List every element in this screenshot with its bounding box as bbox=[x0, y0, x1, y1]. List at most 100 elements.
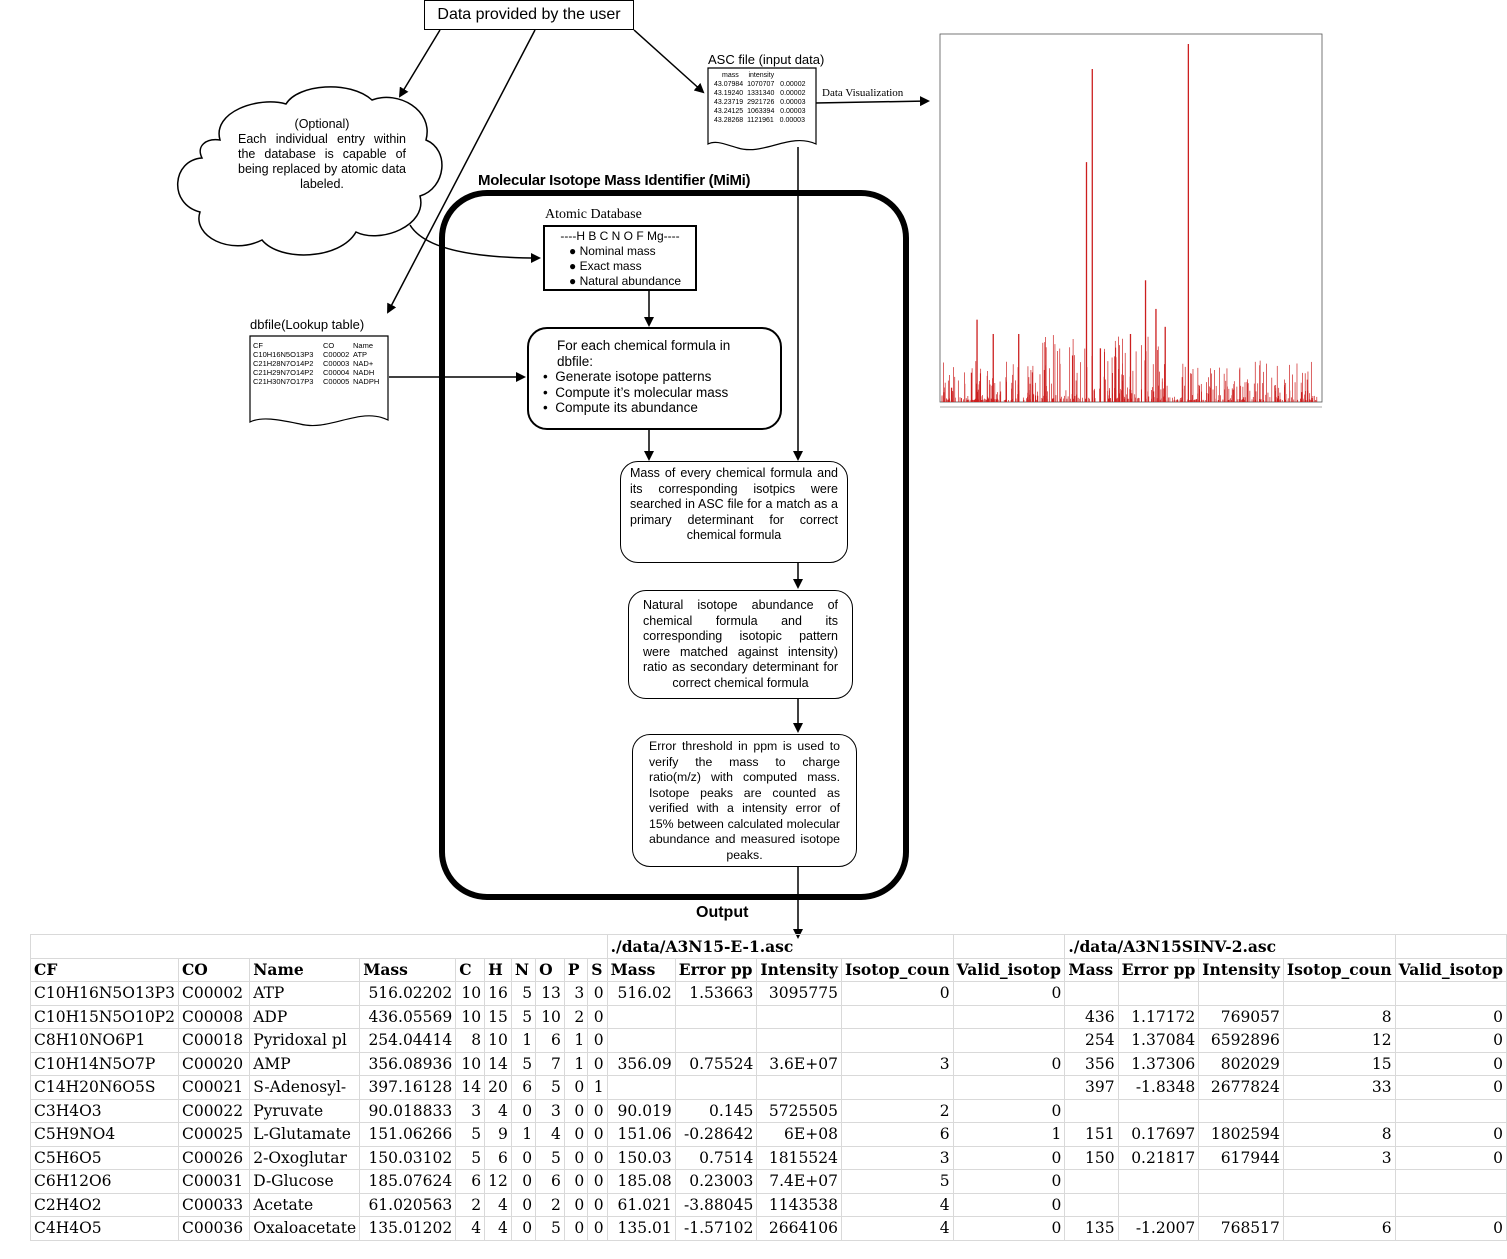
table-cell[interactable]: 2677824 bbox=[1198, 1075, 1284, 1100]
table-cell[interactable]: 14 bbox=[455, 1075, 486, 1100]
table-cell[interactable]: 0 bbox=[587, 1004, 608, 1029]
table-cell[interactable]: 0 bbox=[587, 1098, 608, 1123]
table-cell[interactable] bbox=[1198, 981, 1284, 1006]
table-cell[interactable]: 2664106 bbox=[756, 1216, 842, 1241]
table-cell[interactable]: 5725505 bbox=[756, 1098, 842, 1123]
table-cell[interactable]: 4 bbox=[484, 1192, 512, 1217]
table-cell[interactable] bbox=[1394, 981, 1507, 1006]
table-cell[interactable]: 7 bbox=[535, 1051, 565, 1076]
table-cell[interactable]: 90.019 bbox=[606, 1098, 676, 1123]
table-cell[interactable]: 0 bbox=[563, 1075, 589, 1100]
table-cell[interactable]: 16 bbox=[484, 981, 512, 1006]
table-cell[interactable]: C00002 bbox=[177, 981, 251, 1006]
table-cell[interactable]: 185.08 bbox=[606, 1169, 676, 1194]
table-cell[interactable]: 20 bbox=[484, 1075, 512, 1100]
table-cell[interactable]: 0 bbox=[1394, 1051, 1507, 1076]
table-cell[interactable]: D-Glucose bbox=[249, 1169, 361, 1194]
table-cell[interactable] bbox=[606, 1004, 676, 1029]
table-cell[interactable]: C00036 bbox=[177, 1216, 251, 1241]
table-cell[interactable]: 0 bbox=[587, 981, 608, 1006]
table-cell[interactable]: 436.05569 bbox=[359, 1004, 457, 1029]
table-cell[interactable]: 135.01202 bbox=[359, 1216, 457, 1241]
table-cell[interactable]: Acetate bbox=[249, 1192, 361, 1217]
table-cell[interactable]: 4 bbox=[484, 1216, 512, 1241]
table-cell[interactable] bbox=[952, 1028, 1066, 1053]
table-cell[interactable] bbox=[674, 1028, 758, 1053]
table-cell[interactable] bbox=[1282, 981, 1396, 1006]
table-cell[interactable]: 10 bbox=[455, 1004, 486, 1029]
table-cell[interactable]: 1 bbox=[563, 1028, 589, 1053]
table-cell[interactable]: 0 bbox=[952, 1192, 1066, 1217]
table-cell[interactable]: 151 bbox=[1064, 1122, 1119, 1147]
table-cell[interactable]: 3 bbox=[1282, 1145, 1396, 1170]
table-cell[interactable] bbox=[1198, 1169, 1284, 1194]
table-cell[interactable]: C00026 bbox=[177, 1145, 251, 1170]
table-cell[interactable]: 2 bbox=[535, 1192, 565, 1217]
table-cell[interactable]: 1 bbox=[510, 1122, 537, 1147]
table-cell[interactable]: 254 bbox=[1064, 1028, 1119, 1053]
table-cell[interactable]: C00031 bbox=[177, 1169, 251, 1194]
table-cell[interactable]: 254.04414 bbox=[359, 1028, 457, 1053]
table-cell[interactable]: 0 bbox=[1394, 1004, 1507, 1029]
table-cell[interactable]: 3 bbox=[563, 981, 589, 1006]
table-cell[interactable]: 4 bbox=[840, 1192, 954, 1217]
table-cell[interactable]: 1 bbox=[510, 1028, 537, 1053]
table-cell[interactable]: C10H14N5O7P bbox=[30, 1051, 179, 1076]
table-cell[interactable]: 0 bbox=[1394, 1028, 1507, 1053]
table-cell[interactable]: C10H16N5O13P3 bbox=[30, 981, 179, 1006]
table-cell[interactable]: C2H4O2 bbox=[30, 1192, 179, 1217]
table-cell[interactable]: 12 bbox=[484, 1169, 512, 1194]
table-cell[interactable]: 0 bbox=[587, 1122, 608, 1147]
table-cell[interactable]: 768517 bbox=[1198, 1216, 1284, 1241]
table-cell[interactable]: 6 bbox=[535, 1169, 565, 1194]
table-cell[interactable]: 0.17697 bbox=[1117, 1122, 1200, 1147]
table-cell[interactable]: 0 bbox=[563, 1145, 589, 1170]
table-cell[interactable]: 2 bbox=[563, 1004, 589, 1029]
table-cell[interactable]: -0.28642 bbox=[674, 1122, 758, 1147]
table-cell[interactable]: 3.6E+07 bbox=[756, 1051, 842, 1076]
table-cell[interactable]: 8 bbox=[1282, 1122, 1396, 1147]
table-cell[interactable]: 436 bbox=[1064, 1004, 1119, 1029]
table-cell[interactable]: 356 bbox=[1064, 1051, 1119, 1076]
table-cell[interactable] bbox=[606, 1075, 676, 1100]
table-cell[interactable]: 10 bbox=[484, 1028, 512, 1053]
table-cell[interactable]: AMP bbox=[249, 1051, 361, 1076]
table-cell[interactable]: 151.06266 bbox=[359, 1122, 457, 1147]
table-cell[interactable]: C6H12O6 bbox=[30, 1169, 179, 1194]
table-cell[interactable]: 0 bbox=[952, 1216, 1066, 1241]
table-cell[interactable]: L-Glutamate bbox=[249, 1122, 361, 1147]
table-cell[interactable]: 516.02 bbox=[606, 981, 676, 1006]
table-cell[interactable] bbox=[1117, 1098, 1200, 1123]
table-cell[interactable]: 33 bbox=[1282, 1075, 1396, 1100]
table-cell[interactable] bbox=[1394, 1098, 1507, 1123]
table-cell[interactable]: 356.08936 bbox=[359, 1051, 457, 1076]
table-cell[interactable]: 4 bbox=[484, 1098, 512, 1123]
table-cell[interactable]: -3.88045 bbox=[674, 1192, 758, 1217]
table-cell[interactable]: 3 bbox=[535, 1098, 565, 1123]
table-cell[interactable]: C00022 bbox=[177, 1098, 251, 1123]
table-cell[interactable] bbox=[952, 1004, 1066, 1029]
table-cell[interactable]: 516.02202 bbox=[359, 981, 457, 1006]
table-cell[interactable]: 1802594 bbox=[1198, 1122, 1284, 1147]
table-cell[interactable]: 0 bbox=[587, 1192, 608, 1217]
table-cell[interactable]: 2 bbox=[840, 1098, 954, 1123]
table-cell[interactable]: 397.16128 bbox=[359, 1075, 457, 1100]
table-cell[interactable]: 8 bbox=[1282, 1004, 1396, 1029]
table-cell[interactable]: 0 bbox=[563, 1169, 589, 1194]
table-cell[interactable]: 6E+08 bbox=[756, 1122, 842, 1147]
table-cell[interactable]: 5 bbox=[535, 1145, 565, 1170]
table-cell[interactable]: 151.06 bbox=[606, 1122, 676, 1147]
table-cell[interactable]: 135 bbox=[1064, 1216, 1119, 1241]
table-cell[interactable] bbox=[1064, 1098, 1119, 1123]
table-cell[interactable]: -1.2007 bbox=[1117, 1216, 1200, 1241]
table-cell[interactable]: 5 bbox=[510, 1004, 537, 1029]
table-cell[interactable]: 6592896 bbox=[1198, 1028, 1284, 1053]
table-cell[interactable] bbox=[674, 1004, 758, 1029]
table-cell[interactable]: 4 bbox=[455, 1216, 486, 1241]
table-cell[interactable]: 1.53663 bbox=[674, 981, 758, 1006]
table-cell[interactable]: 8 bbox=[455, 1028, 486, 1053]
table-cell[interactable]: 0.145 bbox=[674, 1098, 758, 1123]
table-cell[interactable] bbox=[606, 1028, 676, 1053]
table-cell[interactable] bbox=[756, 1075, 842, 1100]
table-cell[interactable]: 10 bbox=[455, 981, 486, 1006]
